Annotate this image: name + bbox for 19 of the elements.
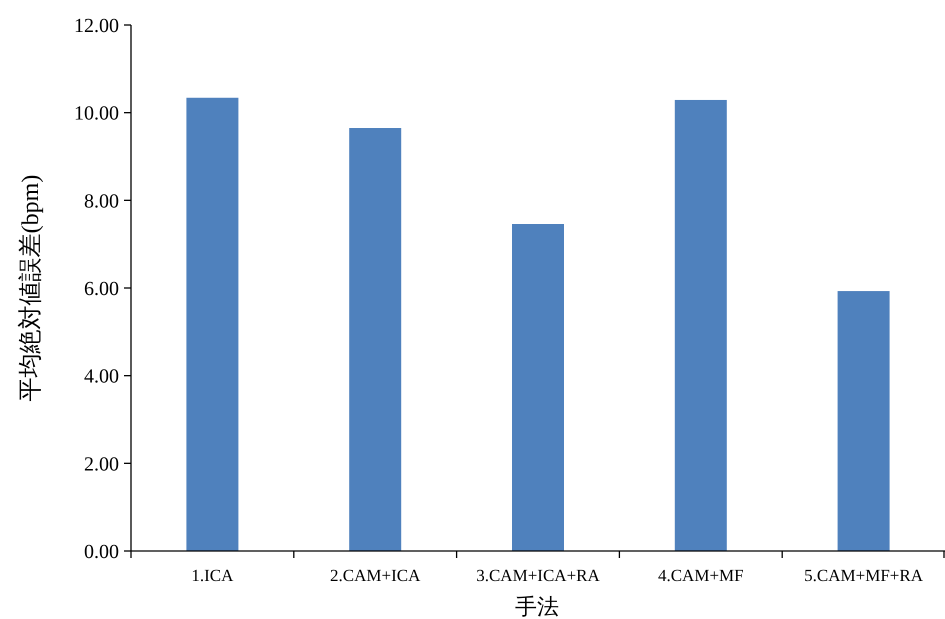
y-tick-label: 4.00 bbox=[84, 366, 119, 388]
x-tick-label: 1.ICA bbox=[191, 566, 234, 585]
bar bbox=[674, 100, 727, 551]
bar bbox=[512, 224, 564, 551]
bar bbox=[186, 98, 238, 551]
y-tick-label: 0.00 bbox=[84, 541, 119, 563]
y-tick-label: 10.00 bbox=[74, 102, 119, 125]
x-tick-label: 5.CAM+MF+RA bbox=[804, 566, 924, 585]
y-tick-label: 8.00 bbox=[84, 190, 119, 212]
bar bbox=[349, 128, 402, 551]
x-tick-label: 3.CAM+ICA+RA bbox=[476, 566, 600, 585]
y-tick-label: 6.00 bbox=[84, 278, 119, 300]
x-tick-label: 4.CAM+MF bbox=[658, 566, 744, 585]
y-tick-label: 12.00 bbox=[74, 15, 119, 37]
y-axis-title: 平均絶対値誤差(bpm) bbox=[17, 174, 44, 402]
x-axis-title: 手法 bbox=[515, 594, 559, 619]
y-tick-label: 2.00 bbox=[84, 453, 119, 476]
x-tick-label: 2.CAM+ICA bbox=[330, 566, 422, 585]
bar bbox=[838, 291, 890, 551]
